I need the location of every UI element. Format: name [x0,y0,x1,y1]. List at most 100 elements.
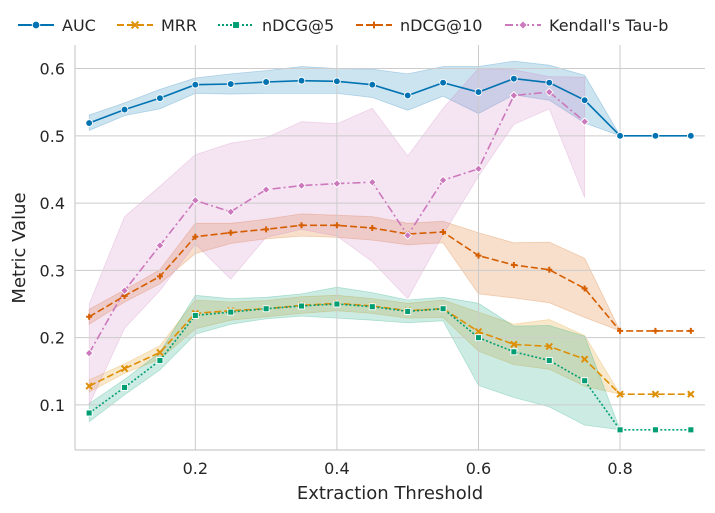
point-auc [297,76,306,85]
point-auc [191,80,200,89]
point-kendall-s-tau-b [509,91,519,100]
legend-marker-mrr [130,20,140,30]
point-ndcg-5 [156,357,164,364]
legend-marker-ndcg-5 [232,21,240,29]
point-kendall-s-tau-b [367,177,377,187]
point-auc [156,94,164,102]
point-ndcg-10 [475,252,482,259]
point-ndcg-5 [510,348,518,356]
point-auc [368,80,377,89]
x-tick-label: 0.8 [607,459,632,478]
point-ndcg-5 [121,383,129,391]
point-mrr [651,390,660,398]
point-mrr [510,340,518,349]
point-ndcg-10 [263,226,270,233]
point-ndcg-10 [546,266,553,273]
legend-swatch-auc [18,20,54,30]
point-ndcg-5 [298,302,305,310]
x-tick-label: 0.2 [183,459,208,478]
point-auc [333,77,341,86]
point-mrr [120,364,129,373]
point-ndcg-5 [439,305,447,313]
line-ndcg-10 [88,224,691,332]
point-ndcg-10 [687,327,694,334]
point-auc [686,131,695,140]
point-ndcg-5 [545,357,553,364]
legend-marker-ndcg-10 [370,21,378,29]
point-kendall-s-tau-b [190,195,200,205]
point-ndcg-10 [86,313,93,320]
point-auc [262,78,270,86]
line-ndcg-5 [88,303,691,431]
point-auc [439,78,447,87]
legend-marker-auc [31,20,41,30]
point-mrr [156,348,164,357]
tick-labels: 0.1 0.2 0.3 0.4 0.5 0.6 0.2 0.4 0.6 0.8 [40,60,633,478]
legend-label-kendall: Kendall's Tau-b [549,15,669,35]
legend-item-auc: AUC [18,10,96,40]
point-ndcg-5 [651,426,659,434]
point-ndcg-10 [652,327,659,334]
point-ndcg-5 [191,311,199,319]
band-ndcg-5 [88,286,621,431]
point-ndcg-10 [581,285,588,292]
legend-marker-kendall-s-tau-b [518,20,528,30]
legend-item-kendall: Kendall's Tau-b [505,10,668,40]
legend-label-mrr: MRR [161,15,198,35]
y-tick-label: 0.4 [40,194,65,213]
point-ndcg-10 [298,222,305,229]
point-kendall-s-tau-b [332,179,342,189]
x-tick-label: 0.4 [324,459,349,478]
point-kendall-s-tau-b [438,175,448,185]
y-axis-title: Metric Value [9,192,30,303]
legend: AUC MRR nDCG@5 nDCG@10 Kendall's Tau-b [0,10,715,40]
point-kendall-s-tau-b [544,87,554,97]
point-auc [580,96,589,105]
legend-item-ndcg5: nDCG@5 [218,10,334,40]
point-mrr [616,390,624,398]
point-mrr [474,327,483,336]
line-auc [88,77,691,137]
y-tick-label: 0.6 [40,60,65,79]
y-tick-label: 0.2 [40,329,65,348]
y-tick-label: 0.5 [40,127,65,146]
legend-item-ndcg10: nDCG@10 [356,10,482,40]
point-mrr [545,342,553,351]
point-ndcg-10 [192,233,199,240]
point-ndcg-5 [368,303,376,311]
legend-label-auc: AUC [62,15,96,35]
point-ndcg-10 [369,224,376,231]
legend-label-ndcg10: nDCG@10 [400,15,483,35]
point-ndcg-10 [227,229,234,236]
point-auc [616,131,624,140]
point-ndcg-10 [440,229,447,236]
x-tick-label: 0.6 [466,459,491,478]
series-markers [84,74,695,434]
point-ndcg-5 [581,377,589,385]
point-kendall-s-tau-b [120,286,129,295]
point-auc [85,119,94,127]
point-mrr [85,382,93,390]
point-auc [651,131,660,140]
point-kendall-s-tau-b [261,185,271,195]
point-ndcg-10 [156,273,163,280]
legend-swatch-kendall [505,20,541,30]
point-kendall-s-tau-b [155,241,165,250]
band-mrr [88,294,621,395]
point-kendall-s-tau-b [226,207,236,217]
point-kendall-s-tau-b [580,117,590,127]
legend-item-mrr: MRR [117,10,197,40]
point-auc [474,88,483,96]
band-auc [88,60,622,137]
point-ndcg-5 [616,426,624,434]
point-mrr [580,355,589,363]
y-tick-label: 0.1 [40,396,65,415]
point-ndcg-10 [510,261,517,268]
axes [74,45,705,451]
point-ndcg-10 [333,222,340,229]
point-ndcg-5 [227,308,235,316]
legend-swatch-mrr [117,20,153,30]
point-ndcg-5 [85,409,93,417]
